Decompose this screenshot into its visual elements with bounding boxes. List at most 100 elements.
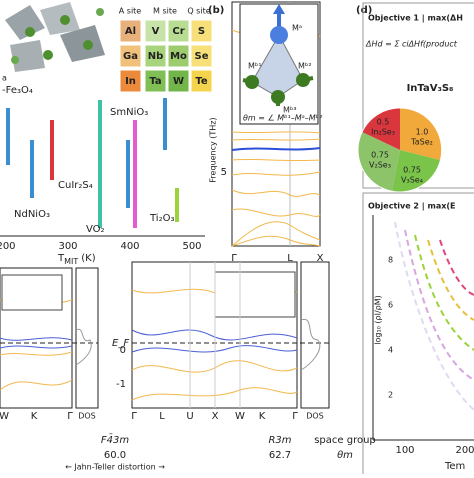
- shape: W K Γ DOS: [0, 411, 96, 422]
- shape: [75, 328, 92, 366]
- k-label: Γ: [231, 253, 237, 264]
- element-cell: [119, 44, 142, 68]
- shape: [231, 208, 321, 217]
- element-symbol: Nb: [148, 51, 164, 62]
- shape: [131, 360, 298, 373]
- shape: [300, 261, 330, 409]
- element-symbol: Te: [195, 76, 207, 87]
- tick-label: 100: [395, 445, 414, 456]
- shape: [400, 108, 442, 160]
- objective-box: [362, 2, 474, 189]
- element-symbol: Cr: [172, 26, 184, 37]
- objective-title: Objective 2 | max(E: [368, 202, 456, 211]
- panel-tag: (b): [208, 5, 224, 16]
- shape: [394, 221, 474, 411]
- shape: [245, 75, 259, 89]
- table-header: Q site: [187, 7, 210, 16]
- shape: [0, 351, 73, 356]
- shape: [75, 267, 99, 409]
- element-symbol: Al: [125, 26, 136, 37]
- element-cell: [144, 69, 167, 93]
- pie-coef: 1.0: [416, 128, 429, 137]
- pie: [357, 107, 443, 193]
- tick-label: 2: [388, 391, 393, 400]
- k-label: Γ: [292, 411, 298, 422]
- shape: [357, 107, 443, 193]
- shape: [427, 239, 474, 321]
- element-cell: [190, 69, 213, 93]
- axis-label: TMIT (K): [57, 253, 96, 266]
- k-label: L: [287, 253, 293, 264]
- label: SmNiO₃: [110, 107, 148, 118]
- k-label: W: [0, 411, 9, 422]
- element-symbol: Ta: [149, 76, 161, 87]
- tick-label: 500: [182, 241, 201, 252]
- k-label: Γ: [131, 411, 137, 422]
- tmit-bars: [0, 98, 205, 237]
- k-label: L: [159, 411, 165, 422]
- compound: InTaV₃S₈: [407, 83, 454, 94]
- shape: [231, 221, 321, 247]
- k-label: Γ: [67, 411, 73, 422]
- objective-title: Objective 1 | max(ΔH: [368, 14, 463, 23]
- k-label: DOS: [306, 412, 324, 421]
- tick-label: -1: [116, 379, 126, 390]
- pie-phase: In₂Se₃: [371, 128, 395, 137]
- shape: [131, 329, 298, 341]
- axis-label: Frequency (THz): [209, 117, 218, 182]
- shape: [43, 50, 53, 60]
- axis-unit: (K): [81, 253, 95, 264]
- element-cell: [167, 44, 190, 68]
- tick-label: 200: [455, 445, 474, 456]
- curves: [394, 221, 474, 411]
- theta-value: 62.7: [269, 450, 291, 461]
- axis-label-sub: MIT: [64, 257, 78, 266]
- plot-frame: [231, 1, 321, 247]
- k-label: DOS: [78, 412, 96, 421]
- element-symbol: In: [125, 76, 136, 87]
- shape: [231, 189, 321, 197]
- tick-label: 5: [221, 167, 227, 178]
- pie-coef: 0.75: [371, 151, 389, 160]
- k-label: X: [317, 253, 324, 264]
- crystal-image: [0, 0, 115, 75]
- element-symbol: V: [152, 26, 160, 37]
- axis-label: log₁₀ (ρI/ρM): [374, 295, 383, 345]
- formula: ΔHd = Σ ciΔHf(product: [365, 40, 458, 49]
- k-label: K: [31, 411, 38, 422]
- site-label: Mᵇ¹: [248, 62, 262, 71]
- shape: [0, 329, 298, 353]
- shape: [83, 40, 93, 50]
- phonon-band: [231, 147, 321, 151]
- periodic-table: Al V Cr S Ga Nb Mo Se In Ta W Te: [119, 19, 213, 93]
- shape: [0, 267, 73, 409]
- shape: [392, 150, 440, 192]
- table-header: A site: [119, 7, 142, 16]
- label: Ti₂O₃: [149, 213, 174, 224]
- shape: [231, 235, 321, 247]
- element-cell: [119, 69, 142, 93]
- label: a: [2, 74, 7, 83]
- element-cell: [190, 44, 213, 68]
- axis-label: Tem: [444, 461, 465, 472]
- element-cell: [167, 19, 190, 43]
- formula: θm = ∠ Mᵇ¹–Mᵃ–Mᵇ²: [243, 114, 323, 123]
- tick-label: 8: [388, 256, 393, 265]
- panel-tag: (d): [356, 5, 372, 16]
- shape: [60, 25, 105, 62]
- shape: [270, 26, 288, 44]
- shape: [296, 73, 310, 87]
- element-symbol: S: [198, 26, 205, 37]
- shape: [0, 379, 73, 391]
- tick-label: 400: [120, 241, 139, 252]
- shape: [362, 107, 400, 150]
- pie-phase: V₂Se₃: [369, 161, 391, 170]
- inset-tetrahedron: [242, 4, 314, 106]
- distortion-label: ← Jahn-Teller distortion →: [65, 463, 165, 472]
- shape: [231, 171, 321, 176]
- label: -Fe₃O₄: [2, 85, 33, 96]
- shape: [231, 138, 321, 141]
- tick-label: 0: [120, 345, 126, 356]
- pie-coef: 0.75: [403, 166, 421, 175]
